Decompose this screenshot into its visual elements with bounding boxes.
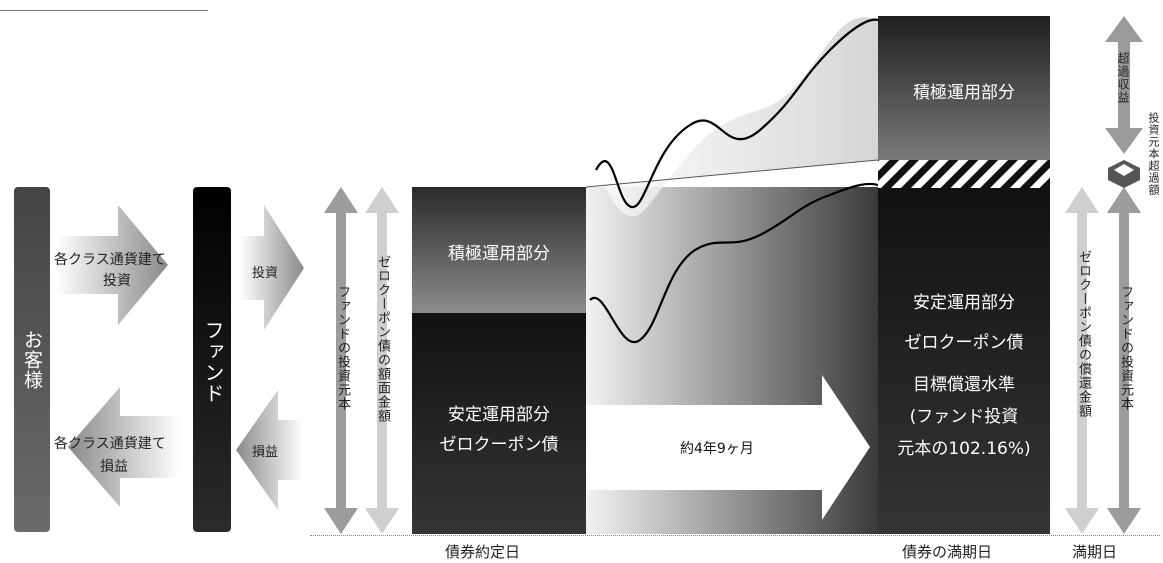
fund-principal-right-label: ファンドの投資元本 [1118,285,1133,411]
profit-loss-label: 損益 [252,445,279,460]
zero-coupon-redemption-label: ゼロクーポン債の償還金額 [1076,250,1091,418]
end-stable-line5: 元本の102.16%) [897,439,1031,459]
start-stable-line2: ゼロクーポン債 [439,435,559,455]
invest-label: 投資 [252,266,279,281]
start-active-label: 積極運用部分 [448,244,550,264]
flow-in-line2: 投資 [103,273,131,289]
flow-out-line1: 各クラス通貨建て [54,436,166,452]
principal-excess-label: 投資元本超過額 [1147,112,1160,196]
customer-label: お客様 [21,330,43,390]
duration-label: 約4年9ヶ月 [680,441,754,457]
date-maturity-label: 満期日 [1072,543,1118,561]
excess-return-label: 超過収益 [1116,52,1130,104]
date-start-label: 債券約定日 [445,543,521,561]
end-stable-line2: ゼロクーポン債 [904,333,1024,353]
end-stable-line3: 目標償還水準 [913,375,1015,395]
end-active-label: 積極運用部分 [913,83,1015,103]
start-stable-line1: 安定運用部分 [448,405,550,425]
fund-principal-label: ファンドの投資元本 [335,285,350,411]
flow-out-line2: 損益 [100,459,128,475]
top-rule [0,10,208,11]
zero-coupon-face-label: ゼロクーポン債の額面金額 [375,255,390,423]
baseline [310,535,1160,536]
end-stable-line4: (ファンド投資 [909,407,1019,427]
end-stable-line1: 安定運用部分 [913,293,1015,313]
fund-label: ファンド [201,320,225,404]
flow-in-line1: 各クラス通貨建て [54,252,166,268]
date-bond-maturity-label: 債券の満期日 [902,543,993,561]
